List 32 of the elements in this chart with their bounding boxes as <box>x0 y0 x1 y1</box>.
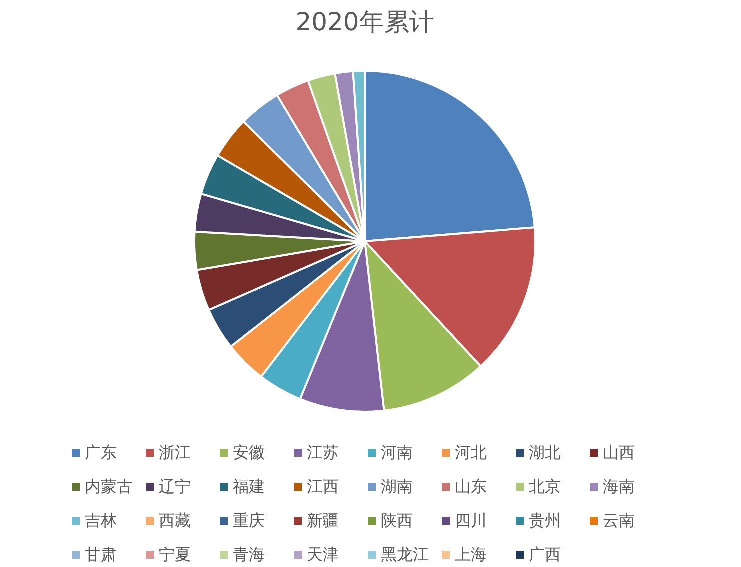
legend-label: 新疆 <box>307 510 339 532</box>
legend-label: 吉林 <box>85 510 117 532</box>
legend-label: 福建 <box>233 476 265 498</box>
legend-label: 青海 <box>233 544 265 566</box>
legend-label: 北京 <box>529 476 561 498</box>
legend-label: 黑龙江 <box>381 544 429 566</box>
legend-label: 山西 <box>603 442 635 464</box>
legend-label: 陕西 <box>381 510 413 532</box>
legend-label: 河南 <box>381 442 413 464</box>
legend-label: 贵州 <box>529 510 561 532</box>
legend-label: 山东 <box>455 476 487 498</box>
legend-label: 河北 <box>455 442 487 464</box>
legend-label: 上海 <box>455 544 487 566</box>
legend-label: 安徽 <box>233 442 265 464</box>
legend-label: 四川 <box>455 510 487 532</box>
legend-label: 天津 <box>307 544 339 566</box>
legend-label: 江西 <box>307 476 339 498</box>
legend-label: 湖北 <box>529 442 561 464</box>
legend-label: 广西 <box>529 544 561 566</box>
legend-label: 湖南 <box>381 476 413 498</box>
legend-label: 宁夏 <box>159 544 191 566</box>
legend-label: 广东 <box>85 442 117 464</box>
legend-label: 云南 <box>603 510 635 532</box>
chart-title: 2020年累计 <box>296 8 434 36</box>
legend-label: 江苏 <box>307 442 339 464</box>
legend-label: 西藏 <box>159 510 191 532</box>
legend-label: 浙江 <box>159 442 191 464</box>
legend-label: 内蒙古 <box>85 476 133 498</box>
legend-label: 辽宁 <box>159 476 191 498</box>
legend-label: 重庆 <box>233 510 265 532</box>
legend-label: 甘肃 <box>85 544 117 566</box>
legend-label: 海南 <box>603 476 635 498</box>
